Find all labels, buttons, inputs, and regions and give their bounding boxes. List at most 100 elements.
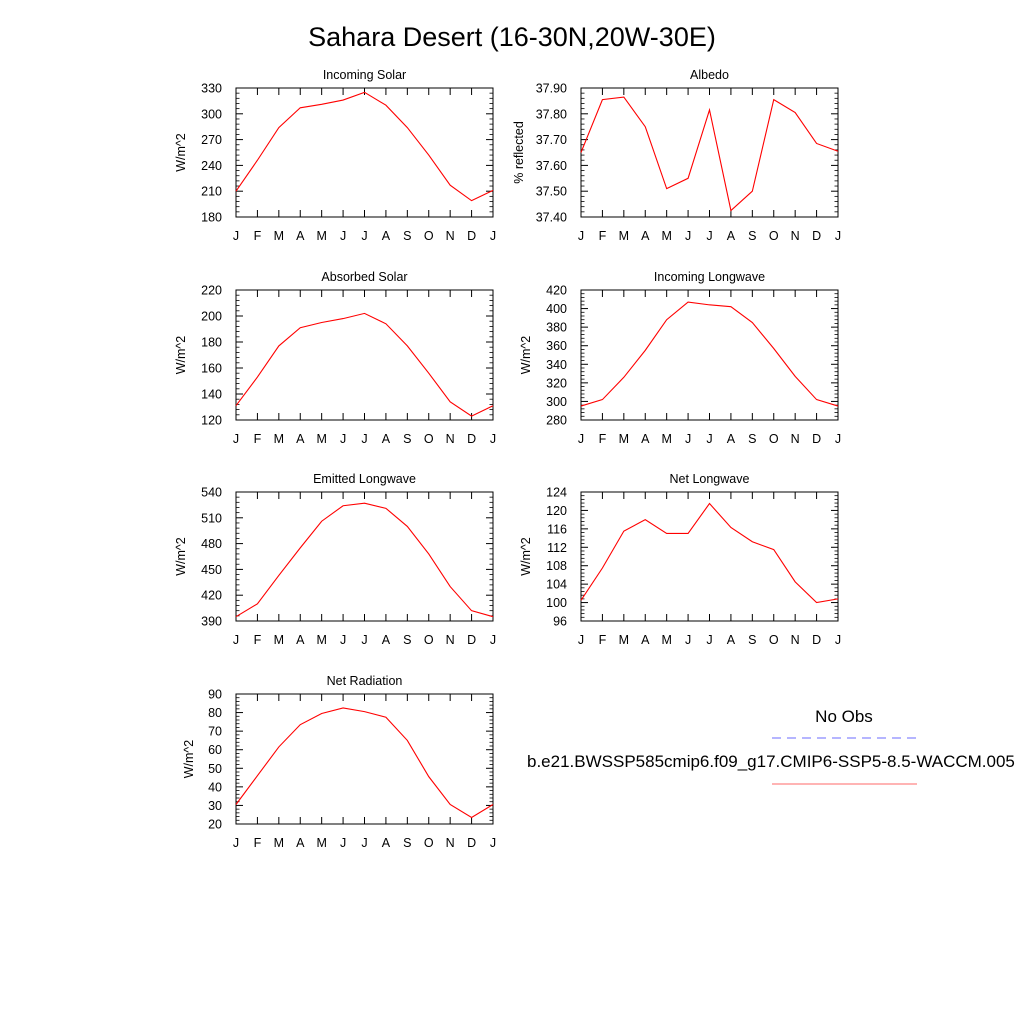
x-tick-label: A <box>727 229 736 243</box>
y-tick-label: 124 <box>546 486 567 500</box>
y-tick-label: 20 <box>208 818 222 832</box>
y-tick-label: 180 <box>201 336 222 350</box>
series-line-incoming-solar <box>235 91 494 202</box>
x-tick-label: M <box>661 432 671 446</box>
panel-title-absorbed-solar: Absorbed Solar <box>321 270 407 284</box>
x-tick-label: M <box>661 229 671 243</box>
x-tick-label: A <box>727 432 736 446</box>
x-tick-label: J <box>340 432 346 446</box>
x-tick-label: F <box>599 633 607 647</box>
y-tick-label: 270 <box>201 133 222 147</box>
y-tick-label: 160 <box>201 362 222 376</box>
y-tick-label: 104 <box>546 578 567 592</box>
x-tick-label: F <box>254 633 262 647</box>
y-tick-label: 420 <box>201 589 222 603</box>
x-tick-label: F <box>254 836 262 850</box>
y-tick-label: 96 <box>553 615 567 629</box>
y-tick-label: 120 <box>546 504 567 518</box>
x-tick-label: J <box>340 229 346 243</box>
x-tick-label: A <box>382 229 391 243</box>
x-tick-label: M <box>316 836 326 850</box>
panel-frame-incoming-solar <box>235 87 494 218</box>
x-tick-label: M <box>274 633 284 647</box>
x-tick-label: A <box>296 229 305 243</box>
x-tick-label: F <box>254 432 262 446</box>
x-tick-label: N <box>446 432 455 446</box>
x-tick-label: N <box>791 432 800 446</box>
x-tick-label: N <box>791 229 800 243</box>
x-tick-label: J <box>835 633 841 647</box>
y-tick-label: 200 <box>201 310 222 324</box>
legend-label-no-obs: No Obs <box>815 707 873 726</box>
panel-title-net-longwave: Net Longwave <box>670 472 750 486</box>
x-tick-label: O <box>424 229 434 243</box>
panel-frame-incoming-longwave <box>580 289 839 421</box>
y-tick-label: 400 <box>546 302 567 316</box>
x-tick-label: A <box>382 836 391 850</box>
x-tick-label: F <box>254 229 262 243</box>
x-tick-label: A <box>382 432 391 446</box>
x-tick-label: M <box>274 432 284 446</box>
x-tick-label: O <box>769 432 779 446</box>
x-tick-label: J <box>340 836 346 850</box>
y-axis-label-net-longwave: W/m^2 <box>519 537 533 576</box>
x-tick-label: O <box>424 836 434 850</box>
y-tick-label: 90 <box>208 688 222 702</box>
y-tick-label: 116 <box>547 522 567 536</box>
x-tick-label: S <box>748 229 756 243</box>
x-tick-label: D <box>467 229 476 243</box>
panel-title-incoming-longwave: Incoming Longwave <box>654 270 765 284</box>
y-tick-label: 380 <box>546 321 567 335</box>
x-tick-label: M <box>661 633 671 647</box>
x-tick-label: J <box>361 432 367 446</box>
x-tick-label: J <box>685 229 691 243</box>
x-tick-label: J <box>340 633 346 647</box>
y-tick-label: 70 <box>208 725 222 739</box>
x-tick-label: M <box>316 432 326 446</box>
x-tick-label: J <box>706 432 712 446</box>
series-line-emitted-longwave <box>235 502 494 618</box>
series-line-net-longwave <box>580 502 839 604</box>
y-tick-label: 140 <box>201 388 222 402</box>
x-tick-label: S <box>403 432 411 446</box>
panel-frame-net-radiation <box>235 693 494 825</box>
x-tick-label: J <box>490 633 496 647</box>
x-tick-label: J <box>835 229 841 243</box>
y-tick-label: 280 <box>546 414 567 428</box>
legend: No Obs b.e21.BWSSP585cmip6.f09_g17.CMIP6… <box>527 707 1015 785</box>
x-tick-label: J <box>578 229 584 243</box>
y-axis-label-net-radiation: W/m^2 <box>182 740 196 779</box>
y-tick-label: 300 <box>201 107 222 121</box>
x-tick-label: J <box>490 836 496 850</box>
x-tick-label: A <box>641 633 650 647</box>
y-tick-label: 420 <box>546 284 567 298</box>
x-tick-label: A <box>641 432 650 446</box>
y-tick-label: 37.60 <box>536 159 567 173</box>
x-tick-label: J <box>835 432 841 446</box>
y-tick-label: 40 <box>208 780 222 794</box>
x-tick-label: O <box>769 633 779 647</box>
panel-title-emitted-longwave: Emitted Longwave <box>313 472 416 486</box>
y-tick-label: 510 <box>201 511 222 525</box>
x-tick-label: S <box>748 633 756 647</box>
y-axis-label-incoming-solar: W/m^2 <box>174 133 188 172</box>
x-tick-label: O <box>424 432 434 446</box>
y-tick-label: 330 <box>201 82 222 96</box>
y-tick-label: 210 <box>201 185 222 199</box>
panel-frame-albedo <box>580 87 839 218</box>
series-line-incoming-longwave <box>580 301 839 407</box>
y-tick-label: 180 <box>201 211 222 225</box>
panel-title-incoming-solar: Incoming Solar <box>323 68 406 82</box>
x-tick-label: D <box>812 432 821 446</box>
y-tick-label: 450 <box>201 563 222 577</box>
x-tick-label: J <box>233 633 239 647</box>
y-tick-label: 340 <box>546 358 567 372</box>
series-line-albedo <box>580 96 839 212</box>
y-tick-label: 112 <box>547 541 567 555</box>
y-tick-label: 300 <box>546 395 567 409</box>
x-tick-label: M <box>274 229 284 243</box>
x-tick-label: J <box>578 633 584 647</box>
